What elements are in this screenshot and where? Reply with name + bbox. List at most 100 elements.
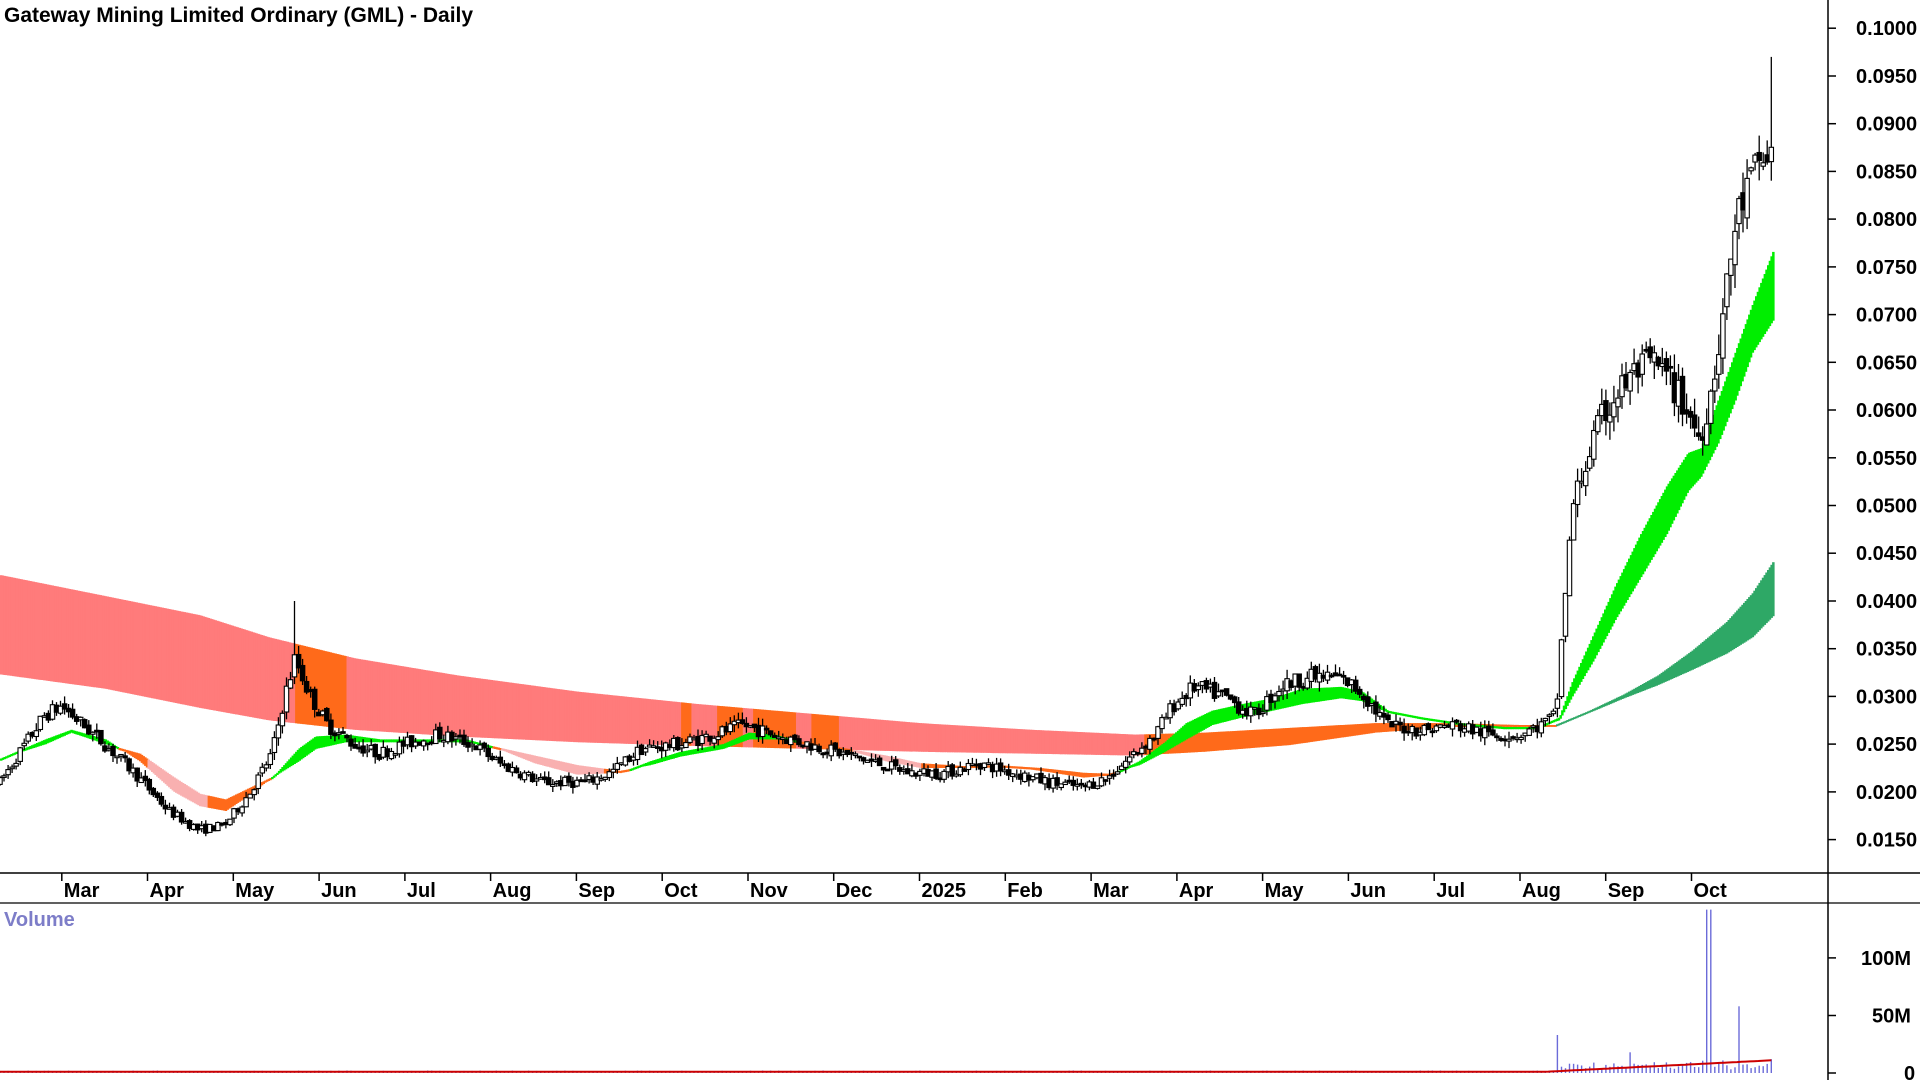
gmma-long-band-segment — [1516, 724, 1519, 727]
candle-body — [118, 753, 124, 757]
gmma-short-band-segment — [1140, 759, 1144, 764]
gmma-long-band-segment — [274, 638, 277, 721]
gmma-long-band-segment — [1681, 658, 1684, 675]
candle-body — [255, 774, 261, 790]
gmma-short-band-segment — [1526, 727, 1530, 730]
gmma-short-band-segment — [514, 751, 518, 756]
gmma-long-band-segment — [1353, 724, 1357, 736]
gmma-short-band-segment — [1345, 688, 1348, 699]
gmma-short-band-segment — [176, 779, 180, 794]
gmma-short-band-segment — [1677, 467, 1681, 511]
gmma-long-band-segment — [137, 602, 140, 696]
gmma-long-band-segment — [1713, 632, 1717, 660]
gmma-short-band-segment — [188, 787, 192, 801]
candle-body — [1639, 353, 1645, 375]
gmma-short-band-segment — [1602, 613, 1605, 643]
gmma-long-band-segment — [969, 726, 972, 753]
gmma-short-band-segment — [1748, 314, 1751, 363]
gmma-long-band-segment — [629, 697, 633, 744]
gmma-long-band-segment — [1106, 733, 1109, 756]
gmma-long-band-segment — [910, 722, 914, 752]
gmma-long-band-segment — [1586, 711, 1590, 714]
candle-body — [856, 755, 863, 759]
gmma-long-band-segment — [675, 701, 679, 746]
candle-body — [1526, 728, 1532, 736]
gmma-short-band-segment — [715, 745, 718, 751]
gmma-long-band-segment — [231, 625, 235, 714]
gmma-short-band-segment — [1302, 688, 1305, 704]
gmma-long-band-segment — [1085, 732, 1089, 755]
gmma-long-band-segment — [1188, 733, 1192, 753]
gmma-short-band-segment — [1646, 521, 1650, 566]
gmma-long-band-segment — [1192, 733, 1195, 753]
gmma-long-band-segment — [953, 725, 957, 753]
y-tick-label: 0.0950 — [1856, 66, 1917, 88]
gmma-short-band-segment — [456, 739, 459, 743]
gmma-short-band-segment — [681, 751, 684, 757]
gmma-long-band-segment — [135, 602, 138, 695]
y-tick-label: 0.1000 — [1856, 18, 1917, 40]
gmma-long-band-segment — [241, 629, 245, 716]
gmma-short-band-segment — [183, 784, 187, 798]
gmma-short-band-segment — [1012, 766, 1015, 769]
gmma-long-band-segment — [298, 644, 301, 724]
gmma-short-band-segment — [1549, 721, 1552, 724]
gmma-short-band-segment — [1501, 726, 1504, 729]
gmma-long-band-segment — [1231, 731, 1235, 750]
gmma-long-band-segment — [1643, 683, 1646, 691]
candle-body — [69, 708, 76, 718]
gmma-long-band-segment — [1494, 724, 1497, 727]
candle-body — [259, 766, 266, 774]
gmma-long-band-segment — [1513, 724, 1516, 727]
gmma-long-band-segment — [1370, 723, 1374, 734]
gmma-short-band-segment — [1158, 746, 1161, 755]
gmma-short-band-segment — [247, 788, 250, 796]
candle-body — [263, 764, 270, 769]
gmma-short-band-segment — [1513, 727, 1516, 730]
gmma-short-band-segment — [1175, 732, 1178, 746]
candle-body — [1195, 685, 1202, 691]
gmma-long-band-segment — [322, 650, 325, 727]
gmma-long-band-segment — [1689, 651, 1693, 671]
gmma-short-band-segment — [1561, 710, 1564, 716]
gmma-short-band-segment — [1636, 541, 1640, 583]
gmma-short-band-segment — [1082, 772, 1085, 778]
gmma-long-band-segment — [205, 617, 209, 710]
candle-body — [1296, 673, 1302, 688]
gmma-short-band-segment — [1159, 745, 1163, 754]
gmma-short-band-segment — [1657, 502, 1660, 549]
gmma-long-band-segment — [1104, 733, 1108, 755]
gmma-long-band-segment — [104, 596, 108, 689]
gmma-short-band-segment — [713, 745, 717, 751]
candle-body — [497, 756, 504, 764]
gmma-short-band-segment — [200, 794, 204, 807]
gmma-long-band-segment — [82, 591, 85, 686]
gmma-short-band-segment — [821, 744, 825, 747]
gmma-short-band-segment — [1504, 727, 1507, 730]
gmma-long-band-segment — [243, 629, 247, 716]
gmma-short-band-segment — [151, 762, 154, 772]
gmma-long-band-segment — [156, 606, 159, 700]
gmma-long-band-segment — [864, 718, 868, 751]
gmma-long-band-segment — [929, 723, 933, 752]
gmma-short-band-segment — [276, 772, 279, 775]
gmma-short-band-segment — [1281, 695, 1284, 709]
gmma-long-band-segment — [1303, 727, 1307, 743]
gmma-long-band-segment — [977, 726, 981, 753]
gmma-long-band-segment — [1319, 726, 1322, 741]
gmma-long-band-segment — [1708, 636, 1712, 662]
gmma-long-band-segment — [1248, 730, 1252, 749]
gmma-long-band-segment — [1379, 723, 1382, 733]
gmma-short-band-segment — [1113, 772, 1116, 775]
gmma-long-band-segment — [591, 693, 595, 743]
candle-body — [1708, 390, 1714, 424]
gmma-short-band-segment — [1370, 698, 1374, 706]
gmma-long-band-segment — [1015, 728, 1019, 754]
gmma-short-band-segment — [1568, 691, 1571, 703]
gmma-short-band-segment — [313, 737, 317, 750]
candle-body — [997, 762, 1004, 772]
gmma-short-band-segment — [907, 760, 910, 766]
gmma-short-band-segment — [428, 739, 432, 743]
gmma-long-band-segment — [1705, 639, 1708, 664]
gmma-short-band-segment — [1221, 708, 1224, 723]
